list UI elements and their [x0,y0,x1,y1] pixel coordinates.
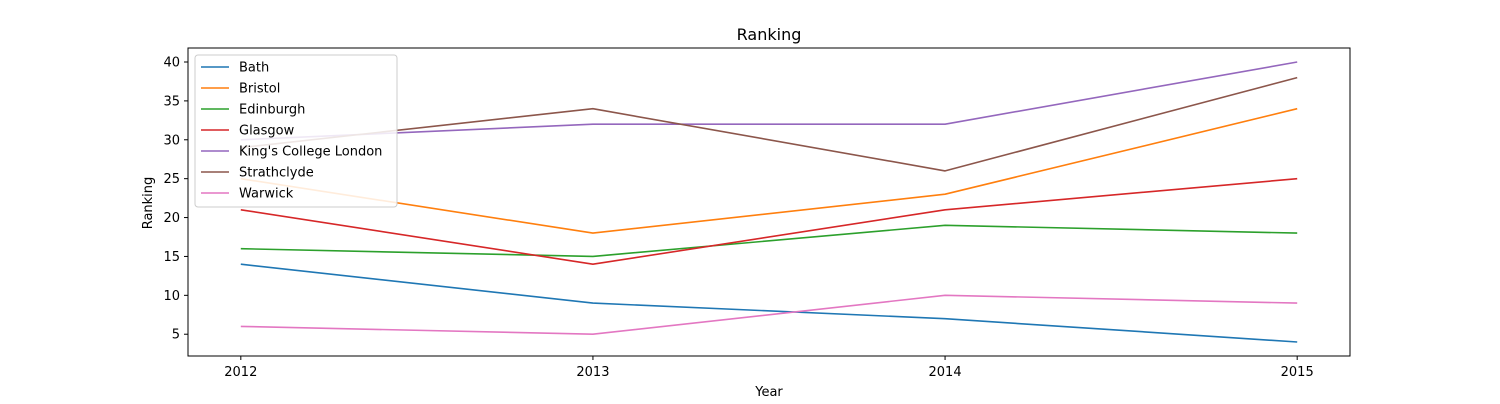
series-line-5 [240,76,1298,172]
series-line-3 [240,177,1298,266]
legend-box [194,54,398,208]
legend-entry-2: Edinburgh [239,103,305,118]
series-line-2 [240,224,1298,258]
x-axis-label: Year [754,385,783,400]
legend: Bath Bristol Edinburgh Glasgow King's Colleg… [194,54,398,208]
y-tick-label: 20 [163,211,180,226]
y-tick-label: 25 [163,172,180,187]
y-tick-label: 15 [163,250,180,265]
legend-entry-5: Strathclyde [239,166,314,181]
legend-entry-1: Bristol [239,82,280,97]
plot-frame [187,47,1351,357]
x-tick-label: 2015 [1281,365,1314,380]
x-tick-label: 2013 [576,365,609,380]
y-tick-label: 30 [163,133,180,148]
y-tick-label: 35 [163,94,180,109]
y-tick-label: 10 [163,289,180,304]
y-tick-label: 5 [172,328,180,343]
legend-entry-4: King's College London [239,145,382,160]
chart-title: Ranking [737,25,802,44]
series-line-4 [240,61,1298,141]
series-line-6 [240,294,1298,336]
y-axis-label: Ranking [141,177,156,230]
legend-entry-0: Bath [239,61,269,76]
legend-entry-6: Warwick [239,187,294,202]
y-tick-label: 40 [163,56,180,71]
series-line-1 [240,107,1298,234]
legend-entry-3: Glasgow [239,124,295,139]
series-line-0 [240,263,1298,343]
plot-area: 2012 2013 2014 2015 5 10 15 20 25 30 35 40 [163,47,1351,380]
x-tick-label: 2012 [224,365,257,380]
x-tick-label: 2014 [929,365,962,380]
